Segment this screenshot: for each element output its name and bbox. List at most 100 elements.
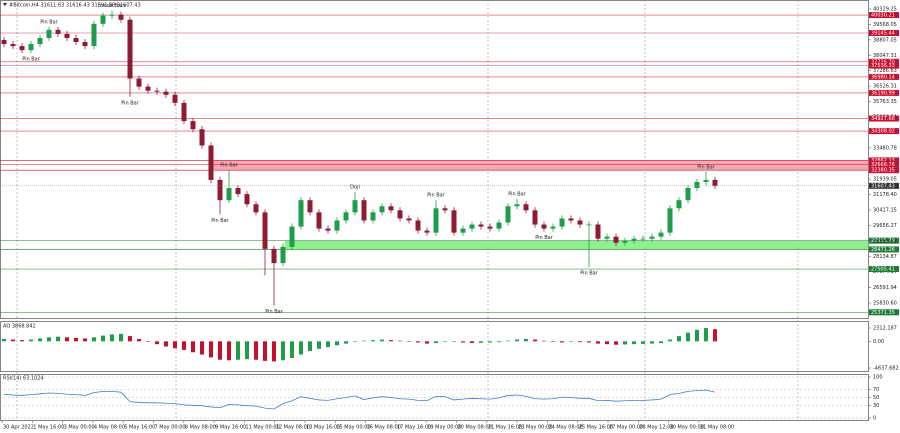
- pattern-annotation: Pin Bar: [211, 218, 230, 224]
- symbol-menu-icon[interactable]: [3, 3, 7, 6]
- pattern-annotation: Pin Bar: [40, 19, 59, 25]
- x-tick-label: 5 May 16:00: [124, 425, 155, 431]
- candle-body: [406, 218, 412, 221]
- x-tick-label: 17 May 16:00: [397, 425, 431, 431]
- candle-body: [325, 228, 331, 231]
- y-tick-label: 100: [873, 375, 883, 381]
- candle-body: [73, 37, 79, 43]
- candle-body: [379, 206, 385, 213]
- x-tick-label: 4 May 08:00: [94, 425, 125, 431]
- ao-bar: [578, 341, 582, 343]
- ao-bar: [641, 341, 645, 344]
- y-tick-label: 39568.05: [873, 22, 897, 28]
- candle-body: [109, 14, 115, 16]
- pattern-annotation: Doji: [350, 185, 360, 191]
- ao-bar: [443, 341, 447, 342]
- y-tick-label: 2312.187: [873, 326, 897, 332]
- candle-body: [604, 236, 610, 239]
- ao-bar: [569, 341, 573, 342]
- ao-bar: [2, 339, 6, 342]
- ao-bar: [632, 341, 636, 345]
- candle-body: [271, 248, 277, 264]
- x-tick-label: 30 May 00:00: [670, 425, 704, 431]
- ao-bar: [191, 341, 195, 353]
- candle-body: [613, 236, 619, 243]
- candle-body: [307, 200, 313, 213]
- x-tick-label: 23 May 00:00: [518, 425, 552, 431]
- y-tick-label: 37286.63: [873, 68, 897, 74]
- candle-body: [460, 228, 466, 233]
- x-tick-label: 3 May 00:00: [64, 425, 95, 431]
- level-label: 36980.14: [871, 74, 895, 80]
- ao-bar: [416, 341, 420, 343]
- level-label: 32668.76: [871, 162, 895, 168]
- level-label: 36190.99: [871, 90, 895, 96]
- candle-body: [523, 204, 529, 211]
- candle-body: [514, 204, 520, 207]
- candle-body: [631, 238, 637, 241]
- y-tick-label: 0: [873, 416, 876, 422]
- candle-body: [298, 200, 304, 227]
- y-tick-label: 40329.25: [873, 6, 897, 12]
- x-tick-label: 21 May 16:00: [488, 425, 522, 431]
- ao-bar: [65, 337, 69, 342]
- candle-body: [424, 230, 430, 233]
- level-label-box: [869, 30, 899, 37]
- level-label: 39145.44: [871, 31, 895, 37]
- zone: [212, 160, 868, 171]
- ao-bar: [407, 341, 411, 342]
- candle-body: [82, 42, 88, 47]
- candle-body: [361, 200, 367, 221]
- y-tick-label: 36526.31: [873, 84, 897, 90]
- level-label: 37536.33: [871, 63, 895, 69]
- y-tick-label: -4637.682: [873, 366, 899, 372]
- y-tick-label: 38807.05: [873, 37, 897, 43]
- pattern-annotation: Pin Bar: [427, 193, 446, 199]
- candle-body: [316, 212, 322, 229]
- ao-bar: [479, 341, 483, 343]
- x-tick-label: 15 May 00:00: [336, 425, 370, 431]
- candle-body: [622, 240, 628, 243]
- level-label: 28471.26: [871, 247, 895, 253]
- candle-body: [712, 179, 718, 186]
- y-tick-label: 25830.60: [873, 300, 897, 306]
- ao-bar: [587, 341, 591, 343]
- level-label-box: [869, 73, 899, 80]
- candle-body: [100, 15, 106, 24]
- ao-bar: [128, 336, 132, 342]
- y-tick-label: 31939.05: [873, 177, 897, 183]
- y-tick-label: 29656.27: [873, 223, 897, 229]
- candle-body: [127, 19, 133, 79]
- candle-body: [217, 179, 223, 201]
- candle-body: [442, 208, 448, 211]
- pattern-annotation: Pin Bar: [697, 164, 716, 170]
- ao-bar: [614, 341, 618, 345]
- level-label: 40030.21: [871, 13, 895, 19]
- ao-bar: [668, 339, 672, 342]
- ao-bar: [524, 339, 528, 342]
- candle-body: [649, 236, 655, 239]
- candle-body: [469, 224, 475, 229]
- ao-bar: [299, 341, 303, 355]
- level-label-box: [869, 12, 899, 19]
- pattern-annotation: Pin Bar: [265, 309, 284, 315]
- x-tick-label: 25 May 16:00: [579, 425, 613, 431]
- candle-body: [370, 212, 376, 221]
- current-price-box: [869, 182, 899, 189]
- level-label: 34927.66: [871, 116, 895, 122]
- candle-body: [235, 188, 241, 195]
- candle-body: [55, 29, 61, 34]
- level-label-box: [869, 128, 899, 135]
- ao-bar: [110, 334, 114, 342]
- x-tick-label: 27 May 00:00: [609, 425, 643, 431]
- level-label-box: [869, 157, 899, 164]
- ao-bar: [677, 336, 681, 342]
- ao-bar: [164, 341, 168, 347]
- ao-bar: [245, 341, 249, 360]
- chart-header: #Bitcoin,H4 31611.63 31616.43 31591.38 3…: [9, 3, 141, 9]
- ao-bar: [137, 339, 141, 342]
- candle-body: [172, 94, 178, 103]
- pattern-annotation: Pin Bar: [535, 235, 554, 241]
